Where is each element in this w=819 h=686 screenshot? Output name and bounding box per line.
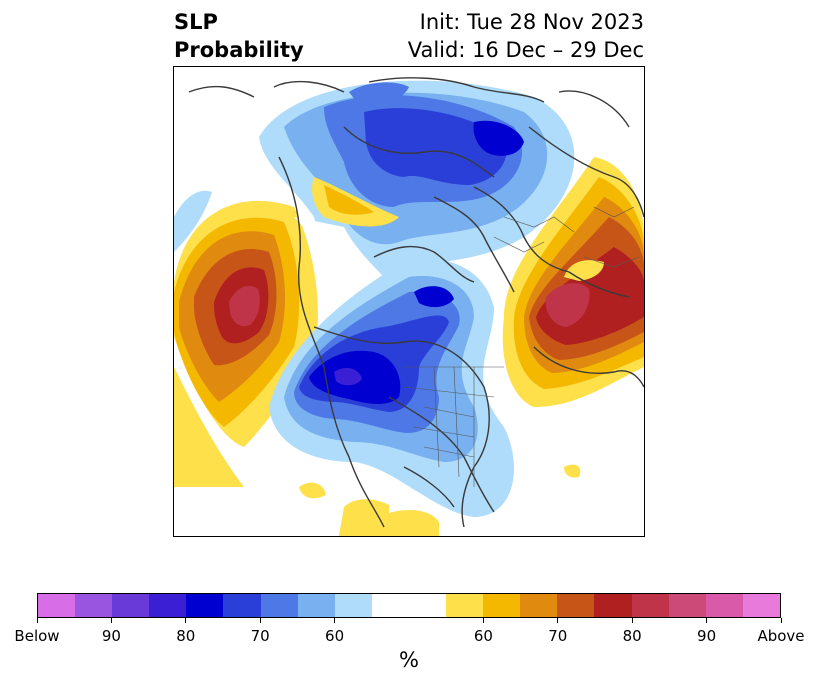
colorbar-segment [631, 594, 669, 617]
colorbar-tick-label: 80 [622, 627, 642, 645]
colorbar [37, 593, 781, 618]
colorbar-tick-label: 90 [697, 627, 717, 645]
colorbar-segment [742, 594, 780, 617]
colorbar-tick-label: 80 [176, 627, 196, 645]
init-date: Init: Tue 28 Nov 2023 [419, 10, 644, 34]
colorbar-segment [112, 594, 150, 617]
colorbar-segment [223, 594, 261, 617]
colorbar-segment [705, 594, 743, 617]
map-title-right: Init: Tue 28 Nov 2023 Valid: 16 Dec – 29… [408, 8, 644, 64]
colorbar-unit-label: % [399, 648, 419, 672]
colorbar-segment [557, 594, 595, 617]
colorbar-segment [668, 594, 706, 617]
colorbar-tick [259, 618, 261, 623]
colorbar-tick-label: 70 [250, 627, 270, 645]
colorbar-tick [780, 618, 782, 623]
colorbar-tick [482, 618, 484, 623]
colorbar-tick [334, 618, 336, 623]
arctic-negative-anomaly [259, 80, 575, 317]
colorbar-tick-label: 60 [325, 627, 345, 645]
colorbar-tick-label: 60 [473, 627, 493, 645]
colorbar-tick [631, 618, 633, 623]
eurasia-positive-anomaly [502, 157, 644, 478]
colorbar-segment [75, 594, 113, 617]
title-variable: SLP [174, 10, 218, 34]
colorbar-segment [149, 594, 187, 617]
colorbar-tick-label: Below [14, 627, 60, 645]
colorbar-segment [186, 594, 224, 617]
map-canvas [174, 67, 644, 536]
colorbar-segment [38, 594, 76, 617]
southern-positive-anomaly [299, 482, 439, 536]
colorbar-tick-label: 90 [101, 627, 121, 645]
colorbar-segment [408, 594, 447, 617]
colorbar-segment [520, 594, 558, 617]
map-title-left: SLP Probability [174, 8, 304, 64]
colorbar-tick [110, 618, 112, 623]
north-america-negative-anomaly [269, 259, 514, 517]
colorbar-segment [260, 594, 298, 617]
colorbar-tick-label: Above [757, 627, 805, 645]
colorbar-segment [594, 594, 632, 617]
title-type: Probability [174, 38, 304, 62]
coastlines [188, 77, 644, 528]
country-borders [403, 206, 640, 487]
colorbar-tick [557, 618, 559, 623]
colorbar-tick [36, 618, 38, 623]
colorbar-segment [334, 594, 372, 617]
valid-range: Valid: 16 Dec – 29 Dec [407, 38, 644, 62]
colorbar-segment [446, 594, 484, 617]
colorbar-tick-label: 70 [548, 627, 568, 645]
probability-map [173, 66, 645, 537]
colorbar-segment [297, 594, 335, 617]
colorbar-segment [371, 594, 409, 617]
colorbar-tick [706, 618, 708, 623]
colorbar-segment [483, 594, 521, 617]
colorbar-tick [185, 618, 187, 623]
